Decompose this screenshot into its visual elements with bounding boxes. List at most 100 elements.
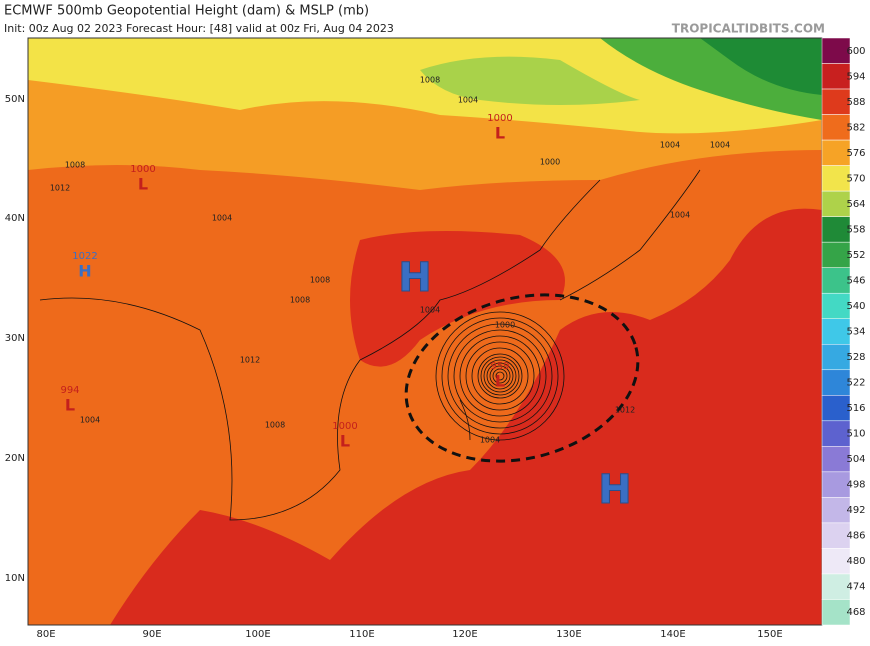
longitude-label: 130E [556, 629, 581, 640]
colorbar-label: 486 [846, 531, 865, 542]
colorbar-label: 492 [846, 505, 865, 516]
longitude-label: 140E [660, 629, 685, 640]
longitude-label: 100E [245, 629, 270, 640]
colorbar-swatch [821, 471, 851, 498]
colorbar-label: 528 [846, 352, 865, 363]
isobar [471, 347, 529, 405]
typhoon-outline [404, 293, 640, 463]
isobar [486, 362, 514, 390]
colorbar-label: 480 [846, 556, 865, 567]
isobar [480, 356, 520, 396]
colorbar-swatch [821, 292, 851, 319]
colorbar-label: 468 [846, 607, 865, 618]
map: H1022L1000L994L1000L959L1000HH1008100410… [28, 38, 822, 625]
latitude-label: 20N [5, 453, 25, 464]
contour-label: 1008 [310, 276, 330, 285]
pressure-symbol: H [78, 262, 91, 281]
contour-label: 1004 [670, 211, 690, 220]
isobar [435, 311, 565, 441]
isobar [447, 323, 553, 429]
colorbar-label: 516 [846, 403, 865, 414]
colorbar-swatch [821, 420, 851, 447]
pressure-symbol: H [398, 255, 431, 301]
colorbar-label: 540 [846, 301, 865, 312]
pressure-symbol: L [138, 175, 148, 194]
isobar [492, 368, 508, 384]
contour-label: 1012 [615, 406, 635, 415]
isobar [489, 365, 511, 387]
longitude-label: 80E [36, 629, 55, 640]
colorbar-swatch [821, 599, 851, 626]
isobar [459, 335, 541, 417]
pressure-symbol: L [65, 396, 75, 415]
colorbar-swatch [821, 573, 851, 600]
colorbar-label: 594 [846, 71, 865, 82]
contour-label: 1004 [212, 214, 232, 223]
colorbar-swatch [821, 497, 851, 524]
contour-label: 1004 [420, 306, 440, 315]
latitude-label: 50N [5, 94, 25, 105]
isobar [477, 353, 523, 399]
pressure-value: 994 [60, 385, 79, 396]
colorbar-label: 546 [846, 275, 865, 286]
contour-label: 1004 [710, 141, 730, 150]
pressure-symbol: L [495, 124, 505, 143]
contour-label: 1000 [540, 158, 560, 167]
colorbar-swatch [821, 446, 851, 473]
colorbar-label: 474 [846, 582, 865, 593]
contour-label: 1012 [240, 356, 260, 365]
region-588 [350, 231, 565, 367]
source: TROPICALTIDBITS.COM [672, 22, 825, 36]
colorbar-label: 576 [846, 148, 865, 159]
contour-label: 1004 [660, 141, 680, 150]
latitude-label: 10N [5, 573, 25, 584]
colorbar-label: 588 [846, 97, 865, 108]
colorbar-swatch [821, 369, 851, 396]
isobar [495, 371, 505, 381]
colorbar-swatch [821, 139, 851, 166]
colorbar-swatch [821, 395, 851, 422]
contour-label: 1008 [290, 296, 310, 305]
pressure-value: 1022 [72, 251, 97, 262]
colorbar-label: 498 [846, 480, 865, 491]
colorbar-swatch [821, 114, 851, 141]
region-570 [28, 38, 822, 134]
colorbar-label: 564 [846, 199, 865, 210]
pressure-value: 1000 [130, 164, 155, 175]
subtitle: Init: 00z Aug 02 2023 Forecast Hour: [48… [4, 22, 394, 35]
title: ECMWF 500mb Geopotential Height (dam) & … [4, 4, 369, 19]
contour-label: 1004 [80, 416, 100, 425]
isobar [483, 359, 517, 393]
colorbar-swatch [821, 216, 851, 243]
colorbar-label: 600 [846, 46, 865, 57]
colorbar-swatch [821, 37, 851, 64]
contour-label: 1004 [480, 436, 500, 445]
colorbar-swatch [821, 548, 851, 575]
region-564 [420, 56, 640, 105]
coastline [459, 169, 701, 441]
contour-label: 1008 [65, 161, 85, 170]
colorbar-label: 534 [846, 327, 865, 338]
colorbar-swatch [821, 165, 851, 192]
colorbar-label: 570 [846, 173, 865, 184]
contour-label: 1000 [495, 321, 515, 330]
colorbar-swatch [821, 267, 851, 294]
typhoon-isobars [435, 311, 565, 441]
contour-label: 1004 [458, 96, 478, 105]
colorbar-label: 504 [846, 454, 865, 465]
contour-label: 1008 [265, 421, 285, 430]
pressure-symbol: L [495, 372, 505, 391]
colorbar-swatch [821, 241, 851, 268]
contour-label: 1012 [50, 184, 70, 193]
region-552 [700, 38, 822, 95]
longitude-label: 120E [452, 629, 477, 640]
colorbar-label: 582 [846, 122, 865, 133]
colorbar-swatch [821, 522, 851, 549]
colorbar-label: 522 [846, 378, 865, 389]
pressure-value: 1000 [487, 113, 512, 124]
colorbar-label: 552 [846, 250, 865, 261]
pressure-value: 959 [490, 361, 509, 372]
longitude-label: 110E [349, 629, 374, 640]
isobar [465, 341, 535, 411]
